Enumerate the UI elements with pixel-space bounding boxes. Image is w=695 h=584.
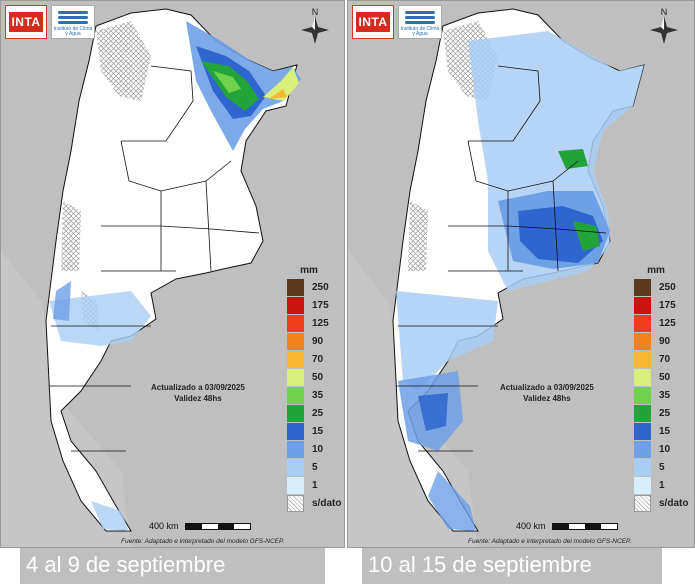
legend-swatch	[634, 440, 651, 458]
inta-logo: INTA	[5, 5, 47, 39]
logo-block-right: INTA Instituto de Clima y Agua	[352, 5, 442, 39]
source-note-right: Fuente: Adaptado e interpretado del mode…	[468, 538, 632, 545]
legend-swatch	[287, 386, 304, 404]
compass-rose-icon: N	[301, 7, 329, 44]
nodata-swatch	[287, 494, 304, 512]
precip-legend-left: mm 250 175 125 90 70 50 35 25 15 10 5 1 …	[287, 265, 344, 512]
legend-swatch	[634, 386, 651, 404]
nodata-swatch	[634, 494, 651, 512]
update-info-right: Actualizado a 03/09/2025 Validez 48hs	[500, 383, 594, 403]
legend-swatch	[634, 476, 651, 494]
legend-swatch	[287, 296, 304, 314]
legend-swatch	[634, 314, 651, 332]
clima-agua-logo: Instituto de Clima y Agua	[398, 5, 442, 39]
legend-swatch	[634, 422, 651, 440]
precip-legend-right: mm 250 175 125 90 70 50 35 25 15 10 5 1 …	[634, 265, 692, 512]
caption-right: 10 al 15 de septiembre	[362, 548, 662, 584]
legend-swatch	[287, 332, 304, 350]
legend-swatch	[634, 278, 651, 296]
compass-rose-icon: N	[650, 7, 678, 44]
inta-logo: INTA	[352, 5, 394, 39]
legend-swatch	[287, 368, 304, 386]
legend-swatch	[634, 368, 651, 386]
legend-swatch	[634, 296, 651, 314]
clima-agua-logo: Instituto de Clima y Agua	[51, 5, 95, 39]
logo-block-left: INTA Instituto de Clima y Agua	[5, 5, 95, 39]
legend-swatch	[634, 404, 651, 422]
legend-swatch	[287, 422, 304, 440]
legend-swatch	[634, 458, 651, 476]
map-panel-left: INTA Instituto de Clima y Agua N mm 250 …	[0, 0, 345, 548]
legend-swatch	[287, 350, 304, 368]
legend-swatch	[287, 440, 304, 458]
legend-swatch	[287, 476, 304, 494]
scale-bar-left: 400 km	[149, 521, 251, 531]
caption-left: 4 al 9 de septiembre	[20, 548, 325, 584]
legend-swatch	[287, 458, 304, 476]
map-canvas-right	[348, 1, 694, 547]
source-note-left: Fuente: Adaptado e interpretado del mode…	[121, 538, 285, 545]
scale-bar-right: 400 km	[516, 521, 618, 531]
map-panel-right: INTA Instituto de Clima y Agua N mm 250 …	[347, 0, 695, 548]
legend-swatch	[287, 404, 304, 422]
legend-swatch	[634, 350, 651, 368]
legend-swatch	[287, 278, 304, 296]
update-info-left: Actualizado a 03/09/2025 Validez 48hs	[151, 383, 245, 403]
map-canvas-left	[1, 1, 344, 547]
legend-swatch	[634, 332, 651, 350]
legend-swatch	[287, 314, 304, 332]
